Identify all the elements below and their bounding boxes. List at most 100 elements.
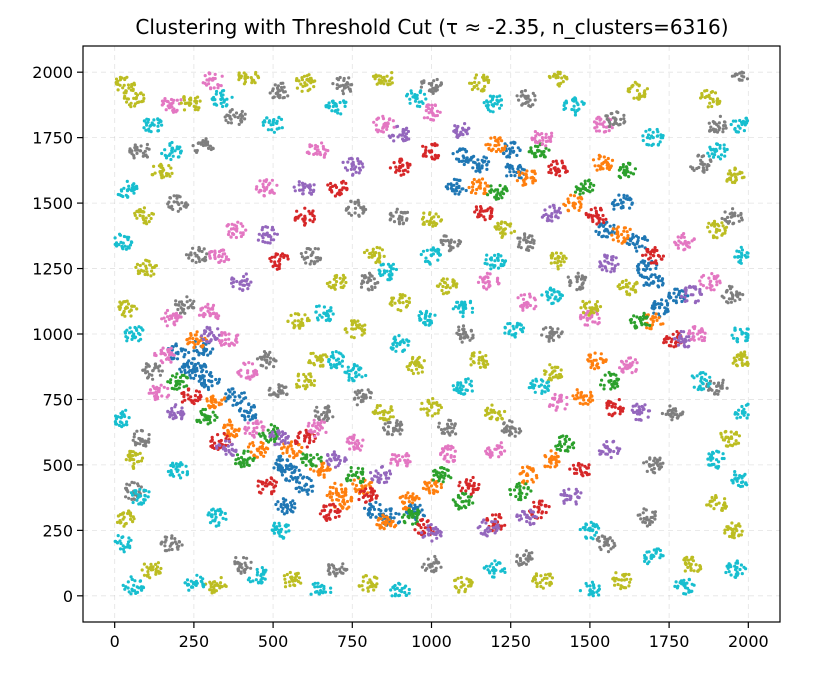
data-point	[522, 486, 526, 490]
data-point	[368, 494, 372, 498]
data-point	[432, 491, 436, 495]
data-point	[241, 461, 245, 465]
data-point	[193, 333, 197, 337]
data-point	[642, 461, 646, 465]
data-point	[260, 228, 264, 232]
data-point	[161, 346, 165, 350]
data-point	[553, 455, 557, 459]
data-point	[180, 391, 184, 395]
data-point	[244, 272, 248, 276]
data-point	[596, 538, 600, 542]
data-point	[579, 202, 583, 207]
data-point	[269, 235, 273, 239]
data-point	[261, 364, 265, 368]
data-point	[403, 135, 408, 139]
data-point	[304, 250, 308, 254]
data-point	[526, 487, 530, 491]
data-point	[289, 467, 293, 471]
data-point	[277, 96, 282, 100]
data-point	[515, 482, 519, 487]
data-point	[657, 316, 661, 320]
data-point	[422, 562, 426, 566]
data-point	[525, 519, 529, 524]
data-point	[255, 419, 259, 423]
data-point	[189, 395, 193, 399]
data-point	[180, 307, 184, 311]
data-point	[193, 368, 197, 372]
data-point	[530, 478, 534, 482]
data-point	[333, 504, 337, 508]
data-point	[170, 357, 174, 361]
data-point	[327, 563, 331, 567]
data-point	[586, 398, 591, 402]
data-point	[321, 469, 326, 473]
data-point	[221, 248, 225, 252]
data-point	[346, 437, 350, 441]
data-point	[588, 190, 592, 194]
data-point	[518, 148, 522, 152]
data-point	[533, 130, 538, 134]
data-point	[211, 347, 215, 351]
data-point	[213, 400, 217, 404]
data-point	[361, 165, 365, 169]
data-point	[658, 462, 663, 466]
data-point	[632, 314, 636, 318]
data-point	[668, 294, 672, 298]
data-point	[397, 222, 402, 226]
data-point	[252, 456, 256, 460]
data-point	[179, 98, 183, 102]
data-point	[572, 467, 577, 471]
data-point	[557, 442, 561, 447]
data-point	[272, 358, 276, 362]
data-point	[520, 480, 525, 484]
data-point	[707, 163, 711, 168]
data-point	[165, 99, 169, 103]
data-point	[745, 77, 750, 81]
data-point	[582, 398, 586, 402]
data-point	[571, 463, 576, 467]
data-point	[332, 456, 337, 460]
data-point	[376, 116, 380, 120]
data-point	[563, 442, 567, 446]
data-point	[379, 473, 383, 477]
data-point	[515, 94, 519, 98]
data-point	[158, 373, 162, 377]
data-point	[564, 435, 569, 439]
data-point	[220, 255, 224, 259]
data-point	[350, 157, 354, 161]
data-point	[451, 498, 455, 502]
data-point	[329, 508, 333, 512]
data-point	[167, 393, 171, 397]
data-point	[463, 122, 467, 126]
data-point	[305, 445, 309, 449]
data-point	[325, 459, 329, 463]
data-point	[576, 196, 580, 200]
data-point	[462, 156, 466, 160]
data-point	[172, 353, 176, 357]
data-point	[341, 89, 345, 93]
data-point	[673, 412, 677, 417]
data-point	[227, 342, 231, 346]
data-point	[430, 155, 434, 159]
data-point	[274, 91, 278, 96]
data-point	[603, 253, 607, 257]
data-point	[238, 287, 242, 291]
data-point	[327, 409, 331, 413]
data-point	[680, 299, 684, 304]
data-point	[197, 390, 201, 394]
data-point	[333, 481, 337, 485]
data-point	[406, 461, 410, 465]
data-point	[634, 368, 638, 372]
data-point	[251, 441, 255, 445]
data-point	[163, 544, 167, 548]
data-point	[652, 250, 656, 254]
data-point	[520, 103, 524, 107]
data-point	[485, 518, 489, 522]
data-point	[495, 528, 499, 533]
data-point	[317, 457, 321, 461]
data-point	[531, 480, 535, 484]
data-point	[282, 512, 286, 516]
data-point	[310, 489, 314, 493]
data-point	[283, 441, 287, 445]
data-point	[563, 407, 567, 411]
